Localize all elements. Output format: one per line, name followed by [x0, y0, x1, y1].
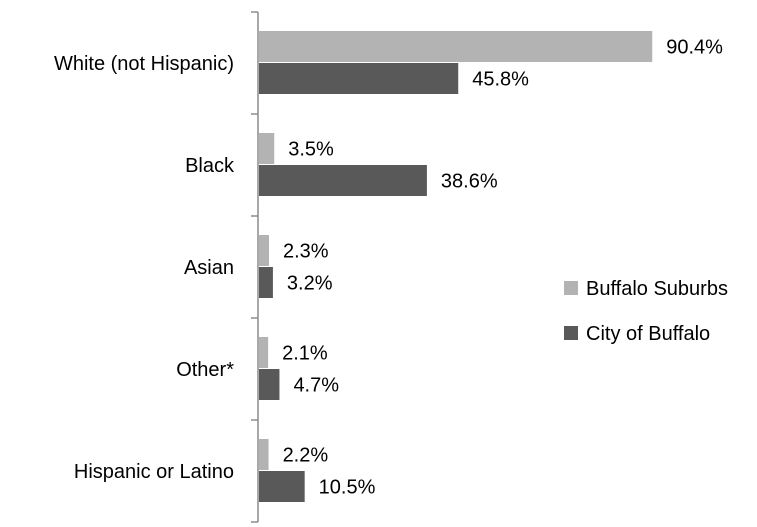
- data-label: 2.1%: [282, 343, 328, 365]
- bar-city-of-buffalo: [259, 471, 305, 502]
- data-labels-group: 90.4% 45.8% 3.5% 38.6% 2.3% 3.2% 2.1% 4.7% 2.2% 1…: [282, 37, 723, 499]
- legend-swatch: [564, 326, 578, 340]
- bar-buffalo-suburbs: [259, 31, 653, 62]
- y-axis-group: [251, 11, 259, 523]
- bar-city-of-buffalo: [259, 369, 280, 400]
- bar-city-of-buffalo: [259, 267, 273, 298]
- category-label: Hispanic or Latino: [74, 461, 234, 483]
- category-labels-group: White (not Hispanic) Black Asian Other* Hisp…: [54, 53, 235, 483]
- category-label: Other*: [176, 359, 234, 381]
- data-label: 38.6%: [441, 171, 498, 193]
- category-label: Asian: [184, 257, 234, 279]
- data-label: 45.8%: [472, 69, 529, 91]
- legend-label: Buffalo Suburbs: [586, 278, 728, 300]
- bar-buffalo-suburbs: [259, 337, 269, 368]
- legend-label: City of Buffalo: [586, 323, 710, 345]
- bars-group: [259, 31, 653, 502]
- legend: Buffalo Suburbs City of Buffalo: [564, 278, 728, 345]
- legend-swatch: [564, 281, 578, 295]
- bar-buffalo-suburbs: [259, 439, 269, 470]
- bar-buffalo-suburbs: [259, 133, 275, 164]
- data-label: 2.2%: [283, 445, 329, 467]
- bar-city-of-buffalo: [259, 165, 427, 196]
- bar-buffalo-suburbs: [259, 235, 270, 266]
- data-label: 2.3%: [283, 241, 329, 263]
- category-label: Black: [185, 155, 235, 177]
- data-label: 3.5%: [288, 139, 334, 161]
- data-label: 10.5%: [319, 477, 376, 499]
- data-label: 4.7%: [293, 375, 339, 397]
- category-label: White (not Hispanic): [54, 53, 234, 75]
- bar-city-of-buffalo: [259, 63, 459, 94]
- data-label: 3.2%: [287, 273, 333, 295]
- data-label: 90.4%: [666, 37, 723, 59]
